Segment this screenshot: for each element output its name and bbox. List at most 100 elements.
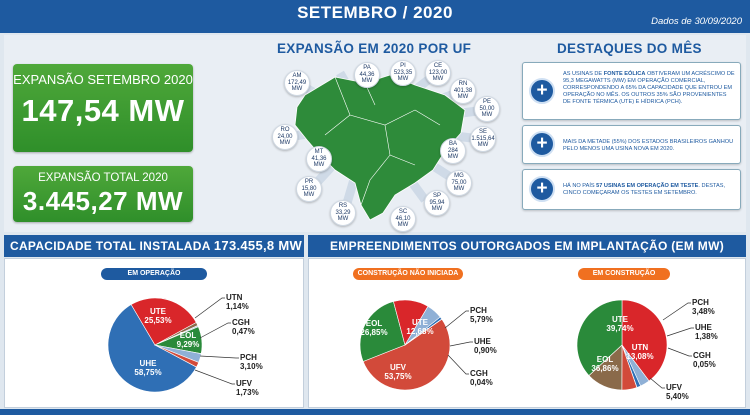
pie-leader-line [444, 310, 469, 329]
pie-label-category: CGH [470, 369, 488, 378]
state-callout-ro: RO 24,00 MW [272, 124, 298, 150]
state-unit: MW [313, 162, 325, 169]
expansion-month-value: 147,54 MW [21, 93, 185, 128]
state-callout-pr: PR 15,80 MW [296, 176, 322, 202]
state-unit: MW [279, 140, 291, 147]
pie-label-category: UHE [474, 337, 492, 346]
state-unit: MW [432, 76, 444, 83]
pie-leader-line [194, 297, 225, 319]
state-uf: RO [280, 127, 290, 134]
pie-label-value: 5,40% [666, 392, 689, 401]
pie-leader-line [666, 327, 694, 337]
map-title: EXPANSÃO EM 2020 POR UF [277, 41, 472, 56]
state-uf: SC [398, 209, 408, 216]
state-callout-ce: CE 123,00 MW [425, 60, 451, 86]
pie-leader-line [449, 341, 473, 347]
pie-label-category: PCH [692, 298, 709, 307]
state-uf: MG [454, 173, 464, 180]
state-uf: PA [363, 65, 371, 72]
state-value: 75,00 [451, 179, 467, 186]
state-callout-mt: MT 41,36 MW [306, 146, 332, 172]
state-value: 123,00 [428, 69, 448, 76]
highlight-text: MAIS DA METADE (55%) DOS ESTADOS BRASILE… [563, 139, 734, 152]
state-callout-mg: MG 75,00 MW [446, 170, 472, 196]
pie-leader-line [194, 369, 235, 385]
state-callout-am: AM 172,49 MW [284, 70, 310, 96]
pie-leader-line [447, 354, 469, 375]
pie-label-value: 0,90% [474, 346, 497, 355]
pie-label-value: 3,10% [240, 362, 263, 371]
state-value: 1.515,64 [471, 135, 495, 142]
pie-label-category: CGH [232, 318, 250, 327]
state-unit: MW [361, 78, 373, 85]
state-unit: MW [481, 112, 493, 119]
pie-label-category: UFV [666, 383, 683, 392]
state-callout-rs: RS 33,29 MW [330, 200, 356, 226]
pie-label-category: EOL [597, 355, 614, 364]
pie-label-category: UTE [150, 307, 167, 316]
pie-label-category: PCH [240, 353, 257, 362]
state-unit: MW [457, 94, 469, 101]
pie-slice-ute [130, 297, 197, 346]
pie-label-category: CGH [693, 351, 711, 360]
pie-label-value: 53,75% [384, 372, 411, 381]
pie-label-value: 58,75% [134, 368, 161, 377]
pie-label-value: 1,14% [226, 302, 249, 311]
pie-label-category: UFV [236, 379, 253, 388]
highlights-title: DESTAQUES DO MÊS [557, 41, 702, 56]
capacity-title-bar: CAPACIDADE TOTAL INSTALADA 173.455,8 MW [4, 235, 304, 257]
state-value: 24,00 [277, 133, 293, 140]
state-value: 44,36 [359, 71, 375, 78]
pill-em-construcao: EM CONSTRUÇÃO [578, 268, 670, 280]
state-callout-rn: RN 401,38 MW [450, 78, 476, 104]
pie-label-category: UHE [695, 323, 713, 332]
state-uf: RN [458, 81, 468, 88]
state-unit: MW [447, 154, 459, 161]
grants-title-bar: EMPREENDIMENTOS OUTORGADOS EM IMPLANTAÇÃ… [308, 235, 746, 257]
pie-label-value: 1,38% [695, 332, 718, 341]
state-unit: MW [291, 86, 303, 93]
data-date: Dados de 30/09/2020 [651, 16, 742, 27]
state-callout-pe: PE 50,00 MW [474, 96, 500, 122]
expansion-total-card: EXPANSÃO TOTAL 2020 3.445,27 MW [13, 166, 193, 222]
pie-label-value: 13,08% [626, 352, 653, 361]
state-uf: PI [400, 63, 406, 70]
pie-label-category: UTE [412, 318, 429, 327]
state-unit: MW [453, 186, 465, 193]
pie-label-category: UHE [140, 359, 158, 368]
pie-label-value: 9,29% [177, 340, 200, 349]
state-uf: MT [314, 149, 324, 156]
pie-label-value: 0,05% [693, 360, 716, 369]
state-callout-ba: BA 284 MW [440, 138, 466, 164]
pie-label-value: 26,85% [360, 328, 387, 337]
pie-leader-line [199, 322, 231, 339]
pie-slice-cgh [404, 318, 443, 346]
pie-label-category: PCH [470, 306, 487, 315]
plus-icon: + [529, 78, 555, 104]
header-bar [0, 0, 750, 33]
state-callout-sc: SC 46,10 MW [390, 206, 416, 232]
pie-slice-eol [576, 299, 623, 376]
state-value: 50,00 [479, 105, 495, 112]
state-unit: MW [477, 142, 489, 149]
state-callout-sp: SP 95,94 MW [424, 190, 450, 216]
capacity-value: 173.455,8 MW [213, 238, 303, 253]
state-value: 46,10 [395, 215, 411, 222]
state-value: 41,36 [311, 155, 327, 162]
state-unit: MW [431, 206, 443, 213]
page-title: SETEMBRO / 2020 [297, 3, 453, 22]
state-uf: PE [482, 99, 491, 106]
highlight-text: HÁ NO PAÍS 57 USINAS EM OPERAÇÃO EM TEST… [563, 183, 726, 196]
pill-em-operacao: EM OPERAÇÃO [101, 268, 207, 280]
pie-label-category: EOL [366, 319, 383, 328]
state-unit: MW [397, 76, 409, 83]
state-uf: PR [304, 179, 314, 186]
expansion-month-label: EXPANSÃO SETEMBRO 2020 [13, 72, 193, 87]
footer-bar [0, 409, 750, 415]
grants-title: EMPREENDIMENTOS OUTORGADOS EM IMPLANTAÇÃ… [329, 239, 725, 253]
pie-label-category: UTE [612, 315, 629, 324]
capacity-title: CAPACIDADE TOTAL INSTALADA [10, 239, 211, 253]
pie-slice-ute [621, 299, 668, 382]
expansion-total-label: EXPANSÃO TOTAL 2020 [38, 172, 168, 184]
